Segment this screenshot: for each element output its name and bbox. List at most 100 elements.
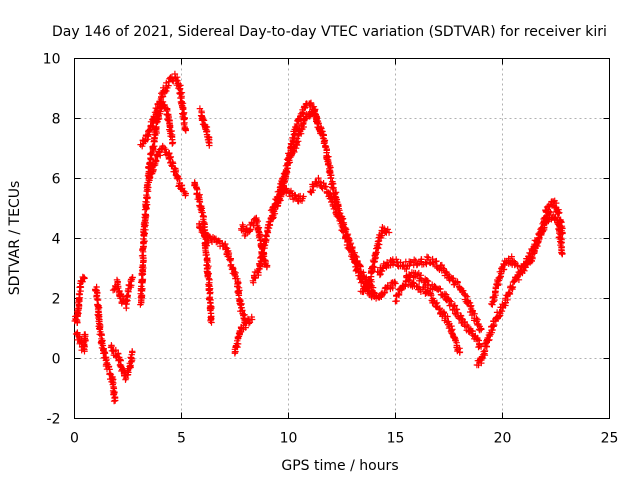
series-track-w <box>488 197 566 308</box>
data-point <box>348 248 355 255</box>
data-point <box>531 247 538 255</box>
y-tick-label: 10 <box>43 52 61 68</box>
grid-lines <box>74 58 610 419</box>
series-track-i <box>191 179 215 326</box>
data-point <box>559 250 566 257</box>
series-track-c <box>92 283 119 405</box>
data-point <box>270 212 277 219</box>
data-point <box>208 319 215 326</box>
data-point <box>341 226 348 233</box>
data-point <box>440 308 448 316</box>
data-point <box>103 359 111 367</box>
data-point <box>266 221 273 228</box>
x-tick-label: 20 <box>494 431 512 447</box>
data-point <box>242 324 249 331</box>
data-point <box>253 219 260 227</box>
data-point <box>149 123 156 130</box>
data-point <box>300 119 307 127</box>
data-point <box>115 283 122 290</box>
data-point <box>444 313 451 320</box>
data-point <box>544 208 552 216</box>
data-point <box>202 248 209 256</box>
data-point <box>481 348 488 355</box>
data-point <box>365 283 373 290</box>
data-point <box>227 257 234 264</box>
data-point <box>147 155 154 162</box>
data-point <box>448 330 456 337</box>
chart-title: Day 146 of 2021, Sidereal Day-to-day VTE… <box>52 24 607 40</box>
data-point <box>98 331 105 339</box>
data-point <box>403 265 410 273</box>
data-point <box>112 397 119 404</box>
data-point <box>198 207 205 214</box>
data-point <box>395 290 403 297</box>
data-point <box>441 272 449 279</box>
data-point <box>239 223 247 230</box>
data-point <box>146 173 154 181</box>
data-point <box>417 272 425 279</box>
data-point <box>460 287 467 294</box>
data-point <box>248 316 256 323</box>
data-point <box>534 238 542 245</box>
data-point <box>504 296 511 303</box>
series-track-s <box>374 253 485 334</box>
data-point <box>375 245 382 252</box>
data-point <box>515 276 523 283</box>
data-point <box>389 284 396 292</box>
data-point <box>320 180 327 187</box>
data-point <box>448 298 455 305</box>
data-point <box>82 331 89 338</box>
data-point <box>295 118 302 125</box>
data-point <box>259 249 266 256</box>
x-tick-label: 5 <box>177 431 186 447</box>
data-point <box>514 262 521 270</box>
x-tick-label: 25 <box>601 431 619 447</box>
data-point <box>263 262 271 269</box>
data-point <box>93 295 101 303</box>
data-point <box>206 287 213 294</box>
data-point <box>483 343 490 350</box>
data-point <box>283 168 290 175</box>
data-point <box>404 277 412 284</box>
data-point <box>323 145 330 153</box>
data-point <box>153 157 160 165</box>
data-point <box>144 132 151 139</box>
data-point <box>314 118 322 125</box>
data-point <box>437 285 444 293</box>
data-point <box>234 280 242 287</box>
data-point <box>109 378 116 386</box>
x-axis-label: GPS time / hours <box>281 458 398 474</box>
data-point <box>559 229 566 236</box>
data-point <box>474 336 481 343</box>
data-point <box>478 359 485 367</box>
data-markers <box>71 70 566 405</box>
series-track-a <box>71 273 88 326</box>
y-tick-label: 6 <box>52 172 61 188</box>
series-track-f <box>137 98 177 308</box>
data-point <box>180 111 187 118</box>
data-point <box>124 287 132 295</box>
data-point <box>254 226 261 233</box>
data-point <box>367 273 375 280</box>
data-point <box>120 365 127 372</box>
data-point <box>263 233 270 240</box>
data-point <box>384 226 391 233</box>
data-point <box>357 279 365 286</box>
data-point <box>411 256 418 263</box>
series-track-u <box>402 269 485 351</box>
series-track-t <box>392 273 464 356</box>
y-axis-label: SDTVAR / TECUs <box>7 181 23 296</box>
data-point <box>143 193 151 201</box>
data-point <box>129 274 136 281</box>
data-point <box>203 242 210 249</box>
data-point <box>453 306 461 313</box>
data-point <box>205 232 213 240</box>
data-point <box>80 274 88 281</box>
x-tick-label: 0 <box>70 431 79 447</box>
data-point <box>153 107 161 114</box>
data-point <box>317 179 324 186</box>
data-point <box>247 226 254 233</box>
data-point <box>377 270 384 278</box>
y-tick-label: 2 <box>52 292 61 308</box>
